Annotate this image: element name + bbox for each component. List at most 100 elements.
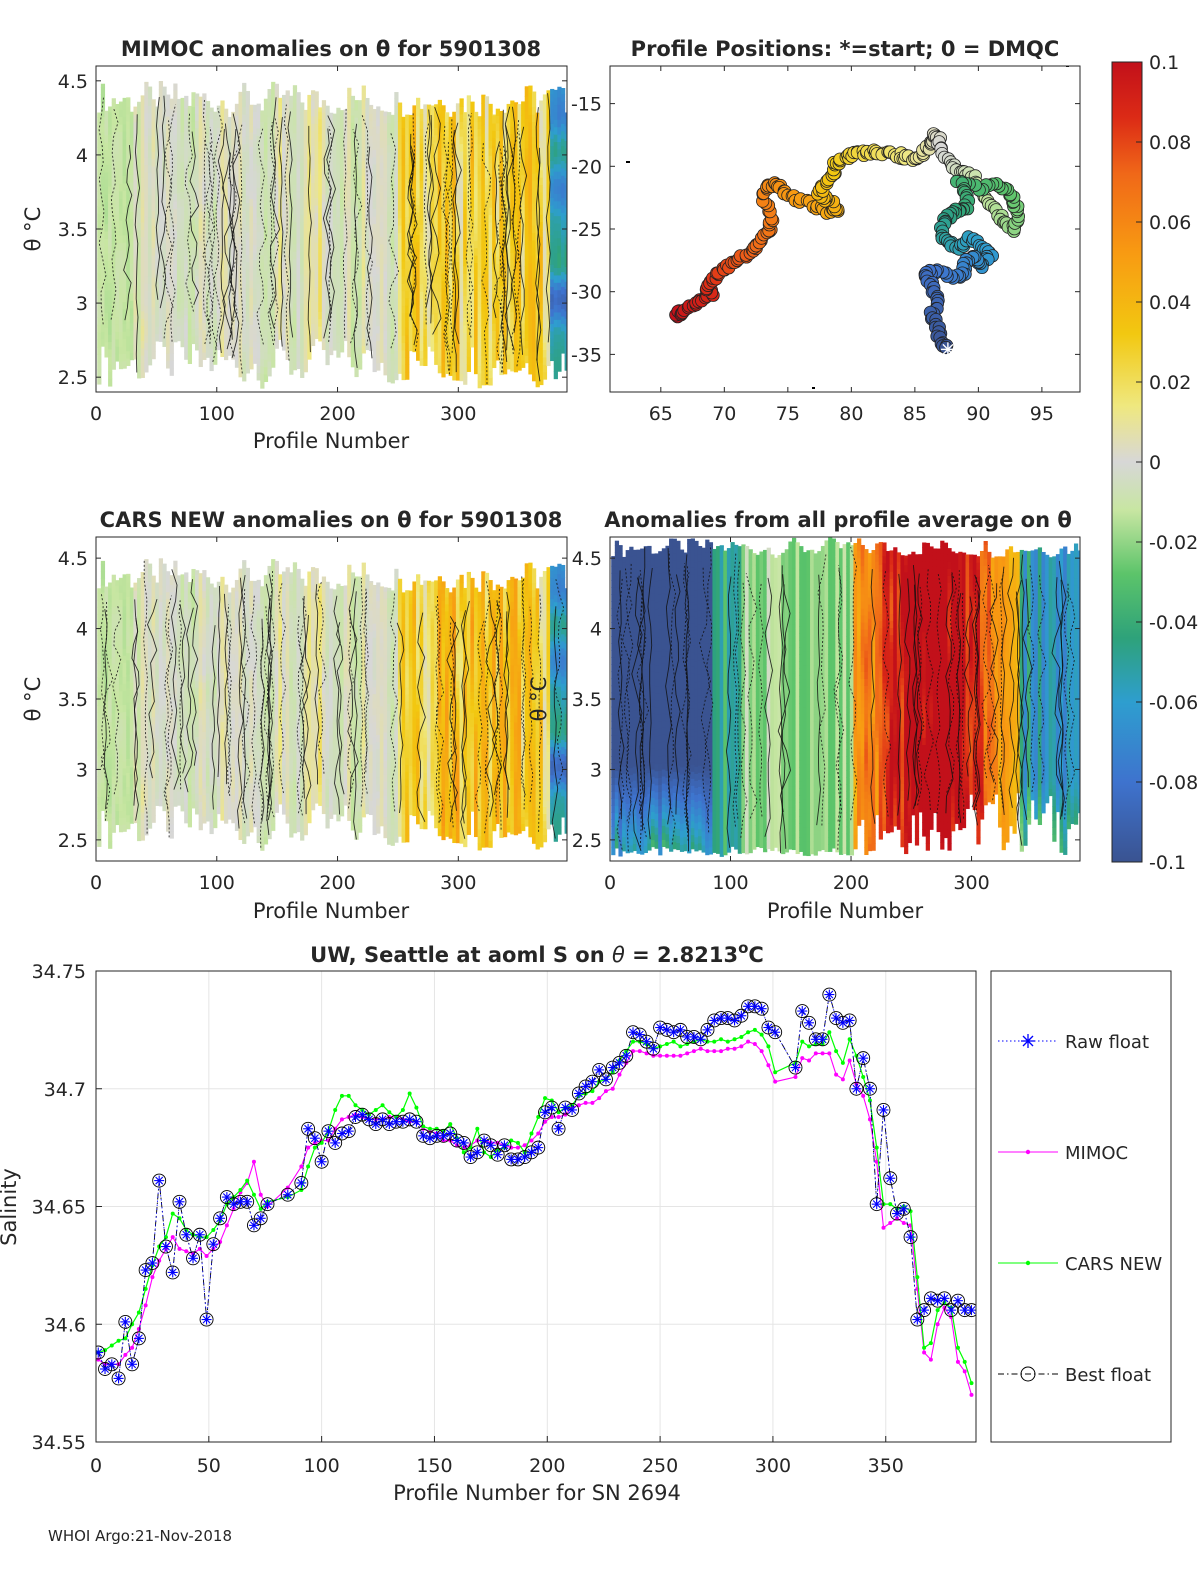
heatmap-cell [470, 258, 475, 266]
heatmap-cell [144, 171, 149, 180]
heatmap-cell [260, 247, 265, 256]
heatmap-cell [249, 146, 254, 155]
heatmap-cell [137, 311, 142, 320]
heatmap-cell [209, 200, 214, 209]
heatmap-cell [546, 195, 551, 204]
contour-line [545, 93, 551, 343]
heatmap-cell [513, 356, 519, 365]
heatmap-cell [274, 170, 279, 179]
heatmap-cell [368, 194, 374, 203]
heatmap-cell [97, 154, 102, 163]
heatmap-cell [310, 249, 316, 258]
heatmap-cell [100, 242, 106, 251]
heatmap-cell [318, 200, 323, 209]
heatmap-cell [198, 114, 203, 123]
heatmap-cell [499, 167, 504, 176]
heatmap-cell [466, 275, 471, 284]
heatmap-cell [318, 170, 323, 179]
heatmap-cell [158, 141, 164, 150]
heatmap-cell [513, 171, 519, 180]
heatmap-cell [387, 300, 392, 309]
heatmap-cell [499, 122, 504, 131]
heatmap-cell [481, 199, 486, 208]
heatmap-cell [108, 378, 113, 387]
heatmap-cell [470, 324, 475, 333]
heatmap-cell [318, 163, 323, 172]
heatmap-cell [227, 192, 232, 201]
heatmap-cell [401, 246, 406, 255]
heatmap-cell [513, 349, 519, 358]
heatmap-cell [455, 165, 461, 174]
heatmap-cell [100, 323, 106, 332]
heatmap-cell [329, 154, 334, 163]
heatmap-cell [213, 127, 218, 136]
heatmap-cell [390, 114, 395, 117]
heatmap-cell [238, 317, 243, 326]
heatmap-cell [437, 209, 442, 218]
heatmap-cell [383, 241, 388, 250]
heatmap-cell [147, 224, 153, 233]
heatmap-cell [524, 236, 529, 245]
heatmap-cell [318, 155, 323, 164]
heatmap-cell [470, 191, 475, 200]
heatmap-cell [452, 216, 457, 225]
heatmap-cell [463, 265, 468, 274]
heatmap-cell [155, 155, 160, 164]
heatmap-cell [470, 309, 475, 318]
heatmap-cell [412, 151, 417, 160]
heatmap-cell [303, 253, 308, 262]
heatmap-cell [176, 125, 182, 134]
heatmap-cell [104, 112, 109, 121]
heatmap-cell [104, 260, 109, 269]
heatmap-cell [535, 120, 540, 128]
heatmap-cell [343, 125, 348, 134]
heatmap-cell [231, 270, 236, 279]
heatmap-cell [176, 333, 182, 342]
heatmap-cell [245, 195, 250, 204]
heatmap-cell [256, 246, 261, 255]
heatmap-cell [108, 126, 113, 135]
heatmap-cell [437, 343, 442, 352]
heatmap-cell [481, 125, 486, 134]
heatmap-cell [169, 130, 174, 139]
heatmap-cell [394, 320, 399, 329]
heatmap-cell [118, 116, 124, 125]
heatmap-cell [434, 164, 439, 173]
heatmap-cell [550, 256, 555, 265]
heatmap-cell [405, 260, 410, 269]
heatmap-cell [329, 147, 334, 156]
heatmap-cell [122, 205, 127, 214]
heatmap-cell [162, 205, 167, 214]
heatmap-cell [550, 219, 555, 228]
heatmap-cell [387, 226, 392, 235]
heatmap-cell [481, 377, 486, 386]
heatmap-cell [300, 333, 305, 341]
heatmap-cell [408, 328, 414, 337]
heatmap-cell [397, 351, 403, 360]
heatmap-cell [111, 102, 116, 111]
heatmap-cell [180, 213, 185, 222]
heatmap-cell [147, 350, 153, 358]
heatmap-cell [550, 101, 555, 110]
heatmap-cell [441, 339, 446, 348]
heatmap-cell [307, 107, 312, 116]
heatmap-cell [550, 301, 555, 310]
heatmap-cell [97, 317, 102, 326]
heatmap-cell [390, 360, 395, 369]
heatmap-cell [535, 164, 540, 173]
heatmap-cell [166, 242, 171, 250]
heatmap-cell [430, 165, 435, 174]
heatmap-cell [481, 355, 486, 364]
heatmap-cell [104, 119, 109, 128]
heatmap-cell [463, 206, 468, 215]
heatmap-cell [358, 161, 363, 170]
heatmap-cell [477, 224, 482, 233]
heatmap-cell [158, 304, 164, 313]
heatmap-cell [249, 265, 254, 274]
heatmap-cell [397, 180, 403, 189]
heatmap-cell [499, 359, 504, 368]
heatmap-cell [492, 145, 497, 154]
heatmap-cell [238, 154, 243, 163]
heatmap-cell [231, 336, 236, 345]
heatmap-cell [296, 124, 301, 132]
